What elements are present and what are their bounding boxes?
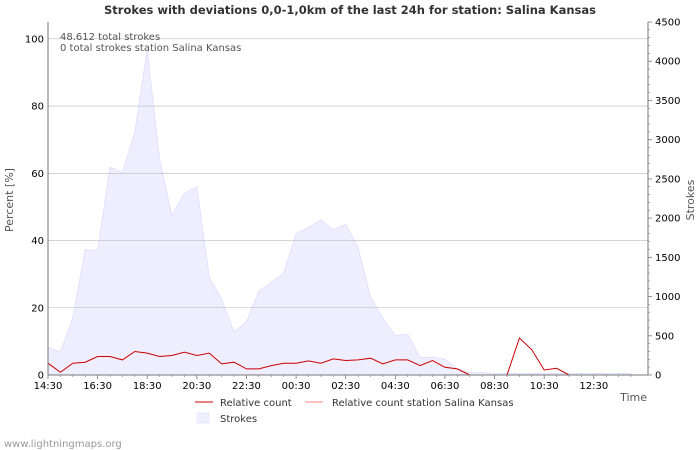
y-left-tick-label: 60 (31, 169, 44, 180)
y-right-tick-label: 1000 (655, 292, 680, 303)
y-left-tick-label: 80 (31, 102, 44, 113)
station-strokes-annotation: 0 total strokes station Salina Kansas (60, 43, 241, 54)
y-left-tick-label: 0 (38, 371, 44, 382)
legend: Relative count Relative count station Sa… (195, 398, 514, 425)
x-tick-label: 22:30 (232, 381, 261, 392)
strokes-area-layer (47, 49, 632, 376)
x-tick-label: 18:30 (133, 381, 162, 392)
legend-relative-label: Relative count (220, 398, 292, 409)
y-right-tick-label: 2000 (655, 214, 680, 225)
legend-strokes-swatch (196, 412, 210, 424)
footer-credit: www.lightningmaps.org (4, 439, 122, 450)
y-left-tick-label: 40 (31, 236, 44, 247)
x-tick-label: 08:30 (480, 381, 509, 392)
y-right-tick-label: 2500 (655, 174, 680, 185)
total-strokes-annotation: 48.612 total strokes (60, 32, 160, 43)
x-tick-label: 12:30 (579, 381, 608, 392)
x-tick-label: 04:30 (381, 381, 410, 392)
x-tick-label: 02:30 (331, 381, 360, 392)
x-tick-label: 10:30 (530, 381, 559, 392)
y-right-tick-label: 4500 (655, 18, 680, 29)
y-axis-left-label: Percent [%] (3, 168, 16, 232)
x-tick-label: 16:30 (83, 381, 112, 392)
y-right-tick-label: 0 (655, 371, 661, 382)
y-right-tick-label: 1500 (655, 253, 680, 264)
y-right-tick-label: 500 (655, 331, 674, 342)
y-axis-right-label: Strokes (684, 179, 697, 220)
y-right-tick-label: 4000 (655, 57, 680, 68)
x-tick-label: 14:30 (34, 381, 63, 392)
relative-line-layer (47, 337, 631, 376)
legend-relative-station-label: Relative count station Salina Kansas (332, 398, 514, 409)
legend-strokes-label: Strokes (220, 414, 257, 425)
strokes-area (47, 49, 632, 376)
y-right-tick-label: 3000 (655, 135, 680, 146)
y-right-tick-label: 3500 (655, 96, 680, 107)
x-tick-label: 00:30 (282, 381, 311, 392)
y-left-tick-label: 100 (25, 34, 44, 45)
chart-title: Strokes with deviations 0,0-1,0km of the… (104, 3, 596, 17)
x-tick-label: 20:30 (182, 381, 211, 392)
y-left-tick-label: 20 (31, 303, 44, 314)
axis-layer: 0204060801000500100015002000250030003500… (25, 18, 681, 393)
relative-count-line (47, 337, 631, 376)
grid-layer (48, 38, 648, 309)
x-axis-label: Time (619, 391, 647, 404)
x-tick-label: 06:30 (431, 381, 460, 392)
